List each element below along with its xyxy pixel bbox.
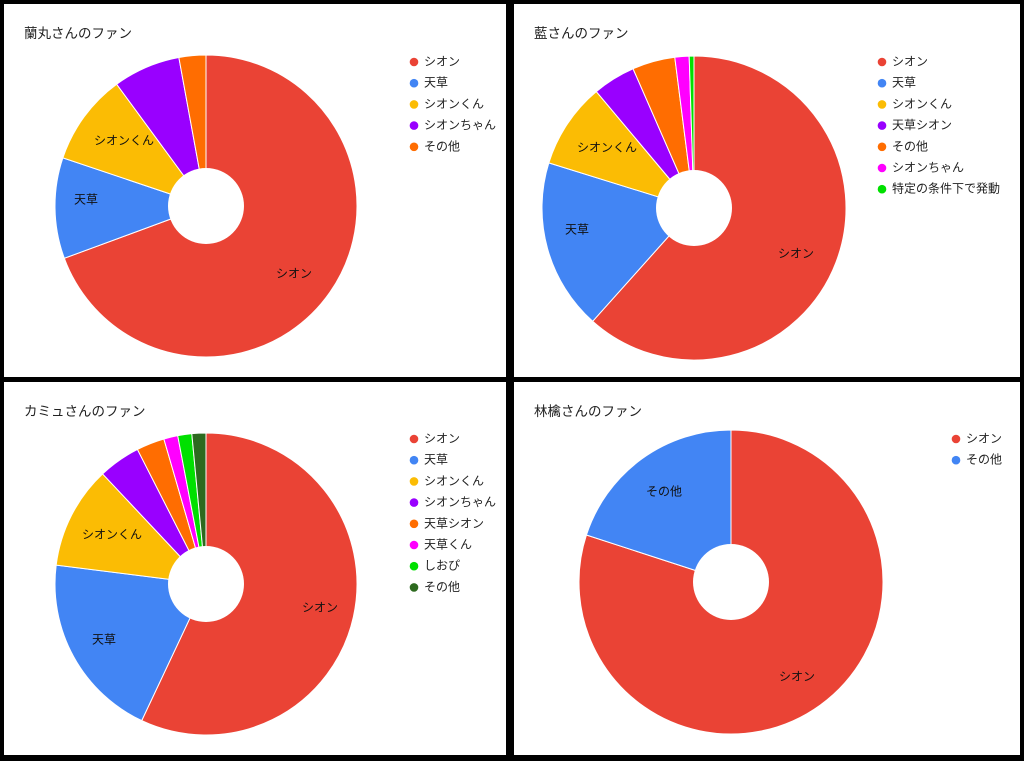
legend-marker bbox=[409, 434, 419, 444]
legend-marker bbox=[877, 121, 887, 130]
legend-marker bbox=[409, 455, 419, 465]
pie-chart-svg: カミュさんのファンシオン天草シオンくんシオン天草シオンくんシオンちゃん天草シオン… bbox=[24, 404, 496, 736]
legend-label[interactable]: 天草 bbox=[424, 453, 448, 467]
legend-marker bbox=[951, 455, 961, 465]
chart-title: 林檎さんのファン bbox=[534, 403, 642, 420]
pie-slice[interactable] bbox=[62, 83, 208, 207]
pie-slice[interactable] bbox=[688, 55, 695, 209]
legend-label[interactable]: シオンちゃん bbox=[892, 161, 964, 175]
legend-label[interactable]: シオン bbox=[966, 432, 1002, 446]
slice-label: その他 bbox=[646, 485, 682, 499]
chart-panel-2: 藍さんのファン シオン 天草 シオンくん シオン 天草 シオンくん 天草シオン その他 シオンちゃ… bbox=[514, 4, 1020, 377]
legend-marker bbox=[877, 100, 887, 109]
legend-marker bbox=[877, 142, 887, 152]
legend-marker bbox=[877, 78, 887, 88]
pie-slice[interactable] bbox=[585, 429, 732, 583]
legend-marker bbox=[877, 163, 887, 173]
slice-label: シオンくん bbox=[577, 141, 637, 155]
chart-title: 藍さんのファン bbox=[534, 26, 629, 42]
donut-hole bbox=[656, 170, 732, 246]
slice-label: シオンくん bbox=[82, 528, 142, 542]
slice-label: シオンくん bbox=[94, 134, 154, 148]
pie-slice[interactable] bbox=[141, 432, 358, 736]
legend-label[interactable]: シオンくん bbox=[424, 97, 484, 111]
legend-label[interactable]: 天草 bbox=[424, 76, 448, 90]
legend-marker bbox=[409, 57, 419, 67]
chart-title: カミュさんのファン bbox=[24, 404, 146, 420]
pie-chart-svg: 藍さんのファンシオン天草シオンくんシオン天草シオンくん天草シオンその他シオンちゃ… bbox=[534, 26, 1000, 361]
chart-panel-4: 林檎さんのファン シオン その他 シオン その他 bbox=[514, 382, 1020, 755]
legend-label[interactable]: シオンちゃん bbox=[424, 495, 496, 509]
legend-label[interactable]: しおぴ bbox=[424, 559, 460, 573]
legend-label[interactable]: シオンくん bbox=[892, 97, 952, 111]
donut-hole bbox=[168, 546, 244, 622]
legend-marker bbox=[951, 434, 961, 444]
slice-label: 天草 bbox=[565, 223, 589, 237]
legend-label[interactable]: その他 bbox=[892, 139, 928, 153]
donut-hole bbox=[168, 168, 244, 244]
slice-label: シオン bbox=[779, 670, 815, 684]
slice-label: シオン bbox=[302, 601, 338, 615]
legend-marker bbox=[409, 100, 419, 109]
pie-slice[interactable] bbox=[541, 162, 695, 322]
legend-label[interactable]: 天草くん bbox=[424, 538, 472, 552]
legend-marker bbox=[409, 78, 419, 88]
legend-label[interactable]: シオン bbox=[424, 55, 460, 69]
pie-slice[interactable] bbox=[55, 473, 208, 585]
legend-label[interactable]: シオン bbox=[892, 55, 928, 69]
chart-panel-1: 蘭丸さんのファン シオン 天草 シオンくん シオン 天草 シオンくん シオンちゃん その他 bbox=[4, 4, 506, 377]
slice-label: 天草 bbox=[92, 633, 116, 647]
donut-hole bbox=[693, 544, 769, 620]
chart-panel-3: カミュさんのファン シオン 天草 シオンくん シオン 天草 シオンくん シオンちゃん 天草シオン… bbox=[4, 382, 506, 755]
slice-label: 天草 bbox=[74, 193, 98, 207]
legend-label[interactable]: シオン bbox=[424, 432, 460, 446]
legend-marker bbox=[409, 540, 419, 550]
legend-marker bbox=[409, 498, 419, 507]
legend-marker bbox=[877, 57, 887, 67]
slice-label: シオン bbox=[276, 267, 312, 281]
legend-label[interactable]: その他 bbox=[424, 580, 460, 594]
legend-label[interactable]: 特定の条件下で発動 bbox=[892, 181, 1000, 196]
legend-label[interactable]: 天草 bbox=[892, 76, 916, 90]
legend-label[interactable]: シオンちゃん bbox=[424, 118, 496, 132]
legend-label[interactable]: シオンくん bbox=[424, 474, 484, 488]
legend-marker bbox=[409, 519, 419, 529]
legend-label[interactable]: 天草シオン bbox=[424, 516, 484, 530]
legend-marker bbox=[409, 121, 419, 130]
pie-slice[interactable] bbox=[548, 90, 696, 209]
legend-label[interactable]: その他 bbox=[966, 453, 1002, 467]
legend-label[interactable]: その他 bbox=[424, 139, 460, 153]
pie-slice[interactable] bbox=[54, 564, 207, 722]
legend-marker bbox=[409, 477, 419, 486]
pie-slice[interactable] bbox=[178, 54, 207, 207]
slice-label: シオン bbox=[778, 247, 814, 261]
legend-label[interactable]: 天草シオン bbox=[892, 118, 952, 132]
pie-slice[interactable] bbox=[54, 157, 208, 259]
legend-marker bbox=[409, 583, 419, 592]
legend-marker bbox=[409, 561, 419, 571]
chart-title: 蘭丸さんのファン bbox=[24, 26, 132, 42]
legend-marker bbox=[409, 142, 419, 152]
legend-marker bbox=[877, 184, 887, 194]
